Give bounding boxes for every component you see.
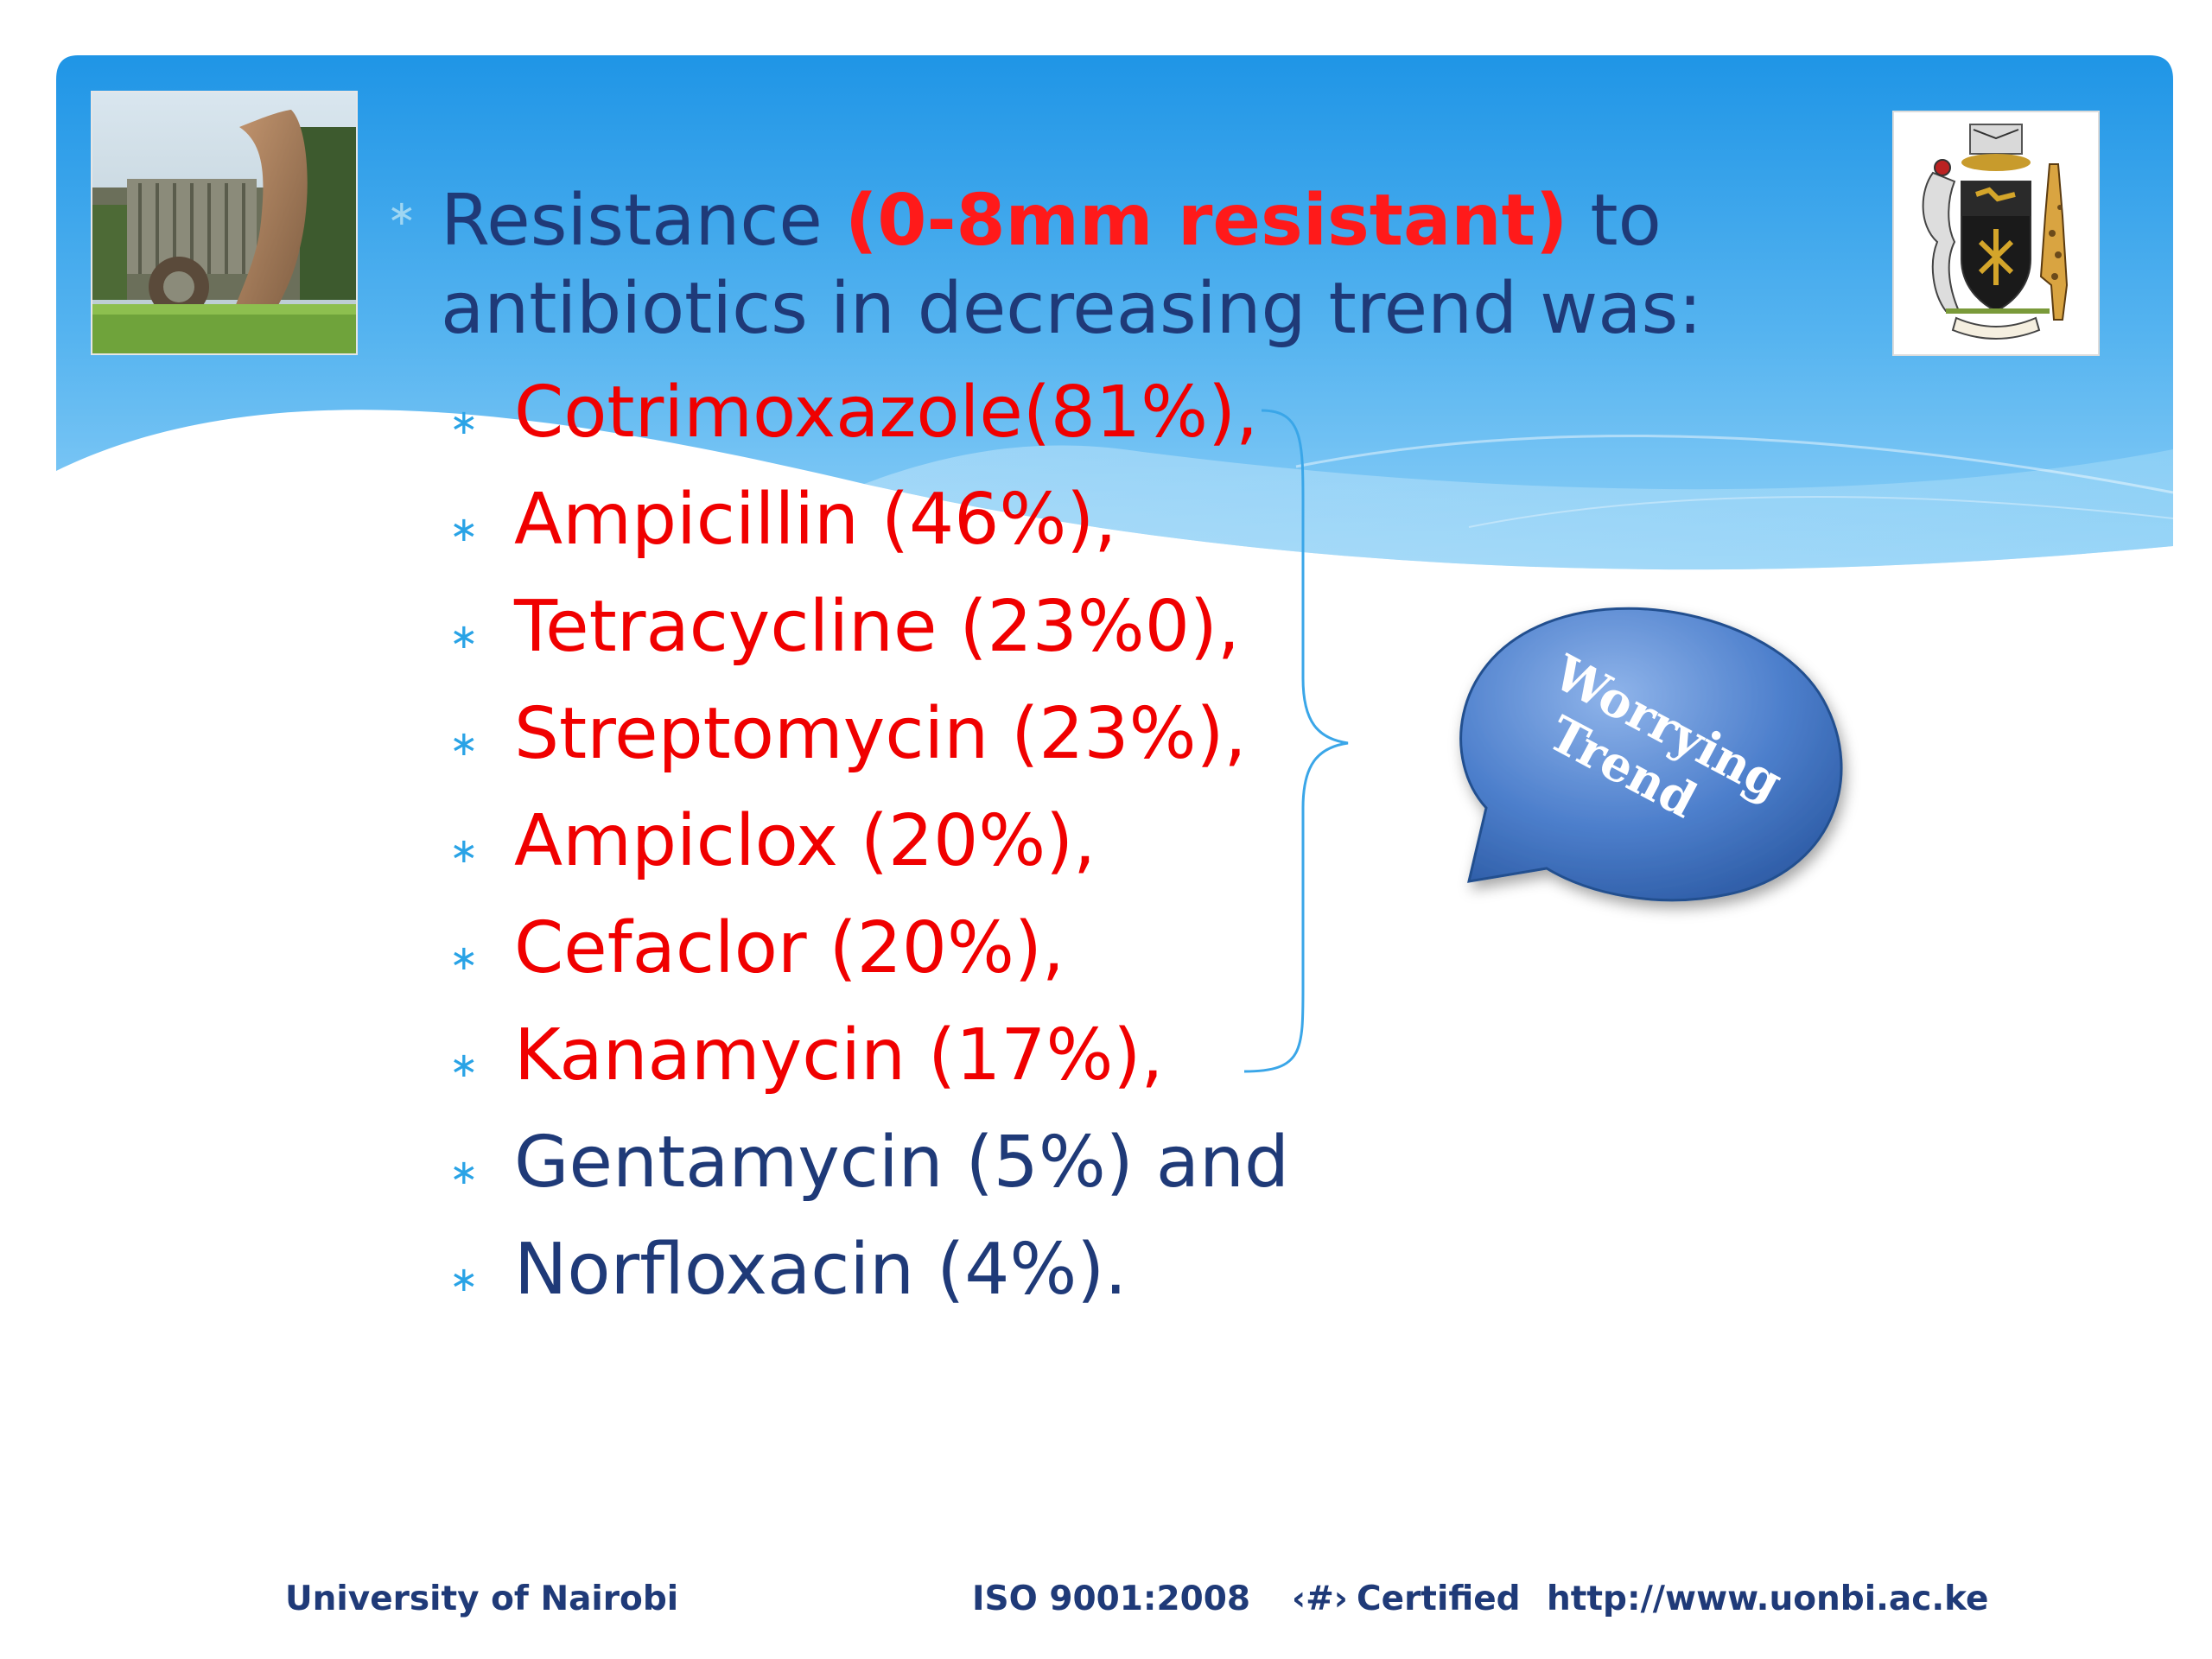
heading-highlight: (0-8mm resistant): [844, 180, 1568, 262]
heading-bullet-icon: ∗: [387, 194, 416, 233]
heading-text-part1: Resistance: [441, 180, 845, 262]
university-crest: [1892, 111, 2100, 356]
list-item-text: Tetracycline (23%0),: [514, 586, 1240, 668]
bullet-icon: ∗: [449, 724, 479, 764]
bullet-icon: ∗: [449, 831, 479, 871]
campus-photo: [91, 91, 358, 355]
heading-text-line2: antibiotics in decreasing trend was:: [441, 268, 1702, 350]
bullet-icon: ∗: [449, 1153, 479, 1192]
footer-certified: Certified: [1357, 1580, 1521, 1618]
list-item-text: Cotrimoxazole(81%),: [514, 372, 1259, 454]
worrying-trend-callout: Worrying Trend: [1459, 607, 1843, 902]
bullet-icon: ∗: [449, 617, 479, 657]
footer-institution: University of Nairobi: [285, 1580, 679, 1618]
bullet-icon: ∗: [449, 403, 479, 442]
list-item-text: Gentamycin (5%) and: [514, 1122, 1290, 1204]
header-wave-banner: [56, 55, 2174, 570]
bullet-icon: ∗: [449, 1046, 479, 1085]
footer-iso: ISO 9001:2008: [972, 1580, 1251, 1618]
list-item-text: Ampicillin (46%),: [514, 479, 1117, 561]
bullet-icon: ∗: [449, 510, 479, 550]
slide-heading: Resistance (0-8mm resistant) to antibiot…: [441, 177, 1789, 353]
list-item-text: Norfloxacin (4%).: [514, 1229, 1128, 1311]
list-item-text: Streptomycin (23%),: [514, 693, 1247, 775]
list-item-text: Cefaclor (20%),: [514, 907, 1065, 989]
footer-page-number: ‹#›: [1292, 1580, 1348, 1618]
bullet-icon: ∗: [449, 938, 479, 978]
list-item-text: Ampiclox (20%),: [514, 800, 1096, 882]
list-item-text: Kanamycin (17%),: [514, 1014, 1164, 1096]
bullet-icon: ∗: [449, 1260, 479, 1300]
grouping-brace: [1243, 409, 1349, 1073]
heading-text-part2: to: [1567, 180, 1662, 262]
footer-url[interactable]: http://www.uonbi.ac.ke: [1547, 1580, 1989, 1618]
